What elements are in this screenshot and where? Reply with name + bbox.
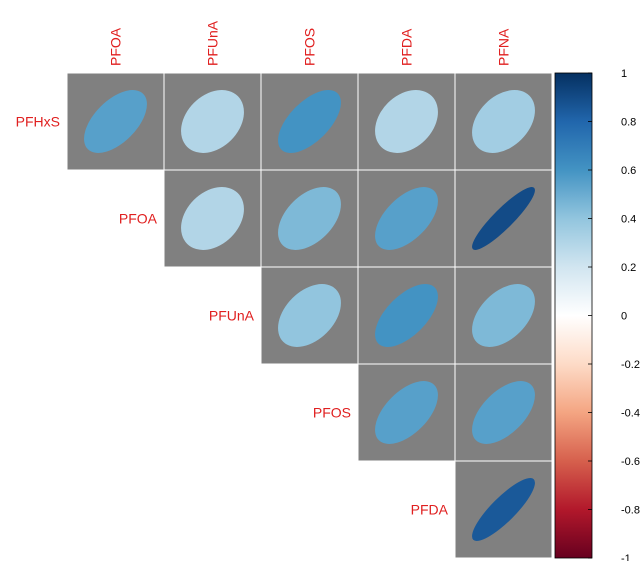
ellipse-PFOA-PFUnA: [181, 187, 244, 250]
column-label-PFOA: PFOA: [108, 27, 124, 66]
column-label-PFOS: PFOS: [302, 28, 318, 66]
ellipse-PFDA-PFNA: [472, 478, 535, 541]
ellipse-PFOA-PFDA: [375, 187, 438, 250]
colorbar-tick-label: 0.2: [621, 262, 636, 274]
ellipse-PFOA-PFNA: [472, 187, 535, 250]
ellipse-PFHxS-PFOA: [84, 90, 147, 153]
colorbar-tick-label: 0.8: [621, 117, 636, 129]
colorbar-tick-label: -0.6: [621, 456, 640, 468]
row-label-PFOA: PFOA: [119, 211, 158, 227]
colorbar-tick-label: -0.4: [621, 408, 640, 420]
colorbar-tick-label: 0: [621, 311, 627, 323]
row-label-PFOS: PFOS: [313, 405, 351, 421]
colorbar-tick-label: 0.6: [621, 165, 636, 177]
ellipse-PFUnA-PFOS: [278, 284, 341, 347]
row-label-PFHxS: PFHxS: [16, 114, 60, 130]
ellipse-PFOS-PFNA: [472, 381, 535, 444]
ellipse-PFOA-PFOS: [278, 187, 341, 250]
color-legend: 1 0.8 0.6 0.4 0.2 0 -0.2 -0.4 -0.6 -0.8 -1: [554, 68, 640, 561]
colorbar-gradient: [554, 72, 593, 559]
row-label-PFUnA: PFUnA: [209, 308, 255, 324]
ellipse-PFHxS-PFUnA: [181, 90, 244, 153]
column-label-PFDA: PFDA: [399, 28, 415, 66]
column-labels: PFOA PFUnA PFOS PFDA PFNA: [108, 20, 512, 66]
column-label-PFUnA: PFUnA: [205, 20, 221, 66]
colorbar-tick-label: 0.4: [621, 214, 636, 226]
ellipse-PFHxS-PFNA: [472, 90, 535, 153]
row-label-PFDA: PFDA: [411, 502, 449, 518]
column-label-PFNA: PFNA: [496, 28, 512, 66]
correlation-grid: [66, 72, 553, 559]
colorbar-tick-label: -1: [621, 553, 631, 561]
colorbar-tick-label: -0.8: [621, 505, 640, 517]
ellipse-PFHxS-PFDA: [375, 90, 438, 153]
ellipse-PFOS-PFDA: [375, 381, 438, 444]
row-labels: PFHxS PFOA PFUnA PFOS PFDA: [16, 114, 449, 518]
ellipse-PFUnA-PFNA: [472, 284, 535, 347]
ellipse-PFHxS-PFOS: [278, 90, 341, 153]
ellipse-PFUnA-PFDA: [375, 284, 438, 347]
colorbar-tick-label: -0.2: [621, 359, 640, 371]
colorbar-tick-label: 1: [621, 68, 627, 80]
